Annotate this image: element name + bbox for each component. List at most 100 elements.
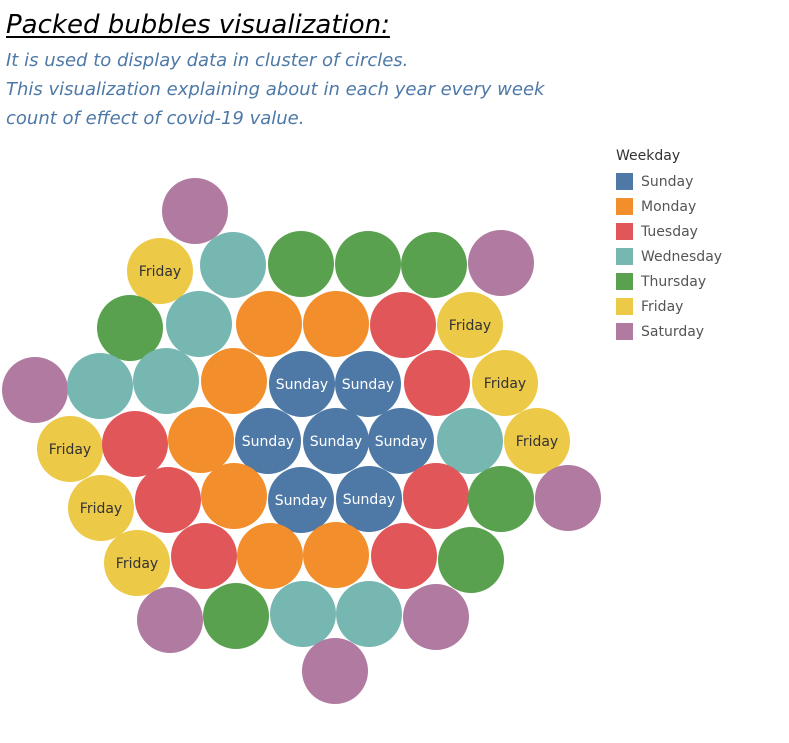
bubble-circle-monday[interactable] [303,291,369,357]
bubble-friday[interactable]: Friday [437,292,503,358]
bubble-thursday[interactable] [401,232,467,298]
bubble-thursday[interactable] [335,231,401,297]
bubble-circle-friday[interactable] [472,350,538,416]
bubble-circle-thursday[interactable] [97,295,163,361]
bubble-circle-wednesday[interactable] [67,353,133,419]
bubble-saturday[interactable] [403,584,469,650]
bubble-friday[interactable]: Friday [504,408,570,474]
bubble-friday[interactable]: Friday [68,475,134,541]
bubble-circle-saturday[interactable] [535,465,601,531]
bubble-circle-thursday[interactable] [401,232,467,298]
bubble-circle-tuesday[interactable] [135,467,201,533]
legend-item-thursday[interactable]: Thursday [616,269,786,294]
bubble-circle-tuesday[interactable] [370,292,436,358]
bubble-circle-wednesday[interactable] [437,408,503,474]
bubble-tuesday[interactable] [404,350,470,416]
bubble-wednesday[interactable] [437,408,503,474]
bubble-sunday[interactable]: Sunday [336,466,402,532]
bubble-circle-monday[interactable] [168,407,234,473]
bubble-thursday[interactable] [97,295,163,361]
bubble-circle-friday[interactable] [504,408,570,474]
bubble-wednesday[interactable] [270,581,336,647]
bubble-circle-saturday[interactable] [162,178,228,244]
bubble-monday[interactable] [236,291,302,357]
bubble-circle-wednesday[interactable] [133,348,199,414]
bubble-saturday[interactable] [137,587,203,653]
legend-item-sunday[interactable]: Sunday [616,169,786,194]
legend-item-monday[interactable]: Monday [616,194,786,219]
bubble-circle-sunday[interactable] [336,466,402,532]
legend-item-wednesday[interactable]: Wednesday [616,244,786,269]
bubble-circle-wednesday[interactable] [166,291,232,357]
bubble-circle-saturday[interactable] [302,638,368,704]
bubble-circle-tuesday[interactable] [403,463,469,529]
bubble-saturday[interactable] [535,465,601,531]
bubble-circle-tuesday[interactable] [102,411,168,477]
bubble-saturday[interactable] [302,638,368,704]
bubble-wednesday[interactable] [133,348,199,414]
bubble-thursday[interactable] [203,583,269,649]
bubble-saturday[interactable] [162,178,228,244]
bubble-circle-friday[interactable] [68,475,134,541]
bubble-circle-tuesday[interactable] [371,523,437,589]
bubble-thursday[interactable] [268,231,334,297]
bubble-circle-saturday[interactable] [137,587,203,653]
bubble-monday[interactable] [303,291,369,357]
bubble-circle-thursday[interactable] [203,583,269,649]
bubble-wednesday[interactable] [200,232,266,298]
bubble-circle-friday[interactable] [127,238,193,304]
bubble-monday[interactable] [237,523,303,589]
bubble-circle-thursday[interactable] [468,466,534,532]
bubble-sunday[interactable]: Sunday [303,408,369,474]
bubble-circle-friday[interactable] [37,416,103,482]
bubble-tuesday[interactable] [370,292,436,358]
bubble-friday[interactable]: Friday [37,416,103,482]
bubble-circle-monday[interactable] [236,291,302,357]
bubble-monday[interactable] [201,463,267,529]
bubble-monday[interactable] [168,407,234,473]
bubble-tuesday[interactable] [371,523,437,589]
bubble-circle-sunday[interactable] [269,351,335,417]
bubble-circle-tuesday[interactable] [171,523,237,589]
bubble-circle-saturday[interactable] [403,584,469,650]
bubble-saturday[interactable] [468,230,534,296]
bubble-circle-friday[interactable] [437,292,503,358]
bubble-circle-sunday[interactable] [303,408,369,474]
bubble-circle-saturday[interactable] [2,357,68,423]
legend-item-saturday[interactable]: Saturday [616,319,786,344]
bubble-tuesday[interactable] [171,523,237,589]
bubble-tuesday[interactable] [403,463,469,529]
bubble-circle-thursday[interactable] [438,527,504,593]
bubble-circle-saturday[interactable] [468,230,534,296]
bubble-friday[interactable]: Friday [472,350,538,416]
bubble-sunday[interactable]: Sunday [235,408,301,474]
bubble-sunday[interactable]: Sunday [269,351,335,417]
bubble-circle-monday[interactable] [303,522,369,588]
bubble-circle-wednesday[interactable] [270,581,336,647]
bubble-circle-monday[interactable] [201,348,267,414]
bubble-circle-thursday[interactable] [268,231,334,297]
bubble-thursday[interactable] [468,466,534,532]
bubble-wednesday[interactable] [166,291,232,357]
bubble-circle-friday[interactable] [104,530,170,596]
bubble-tuesday[interactable] [102,411,168,477]
bubble-wednesday[interactable] [336,581,402,647]
bubble-sunday[interactable]: Sunday [268,467,334,533]
bubble-circle-sunday[interactable] [235,408,301,474]
bubble-thursday[interactable] [438,527,504,593]
legend-item-tuesday[interactable]: Tuesday [616,219,786,244]
bubble-friday[interactable]: Friday [127,238,193,304]
bubble-wednesday[interactable] [67,353,133,419]
bubble-sunday[interactable]: Sunday [335,351,401,417]
bubble-circle-thursday[interactable] [335,231,401,297]
bubble-circle-wednesday[interactable] [336,581,402,647]
bubble-circle-wednesday[interactable] [200,232,266,298]
bubble-circle-sunday[interactable] [368,408,434,474]
bubble-monday[interactable] [201,348,267,414]
bubble-circle-monday[interactable] [237,523,303,589]
bubble-circle-sunday[interactable] [335,351,401,417]
bubble-circle-sunday[interactable] [268,467,334,533]
bubble-circle-tuesday[interactable] [404,350,470,416]
bubble-sunday[interactable]: Sunday [368,408,434,474]
bubble-saturday[interactable] [2,357,68,423]
